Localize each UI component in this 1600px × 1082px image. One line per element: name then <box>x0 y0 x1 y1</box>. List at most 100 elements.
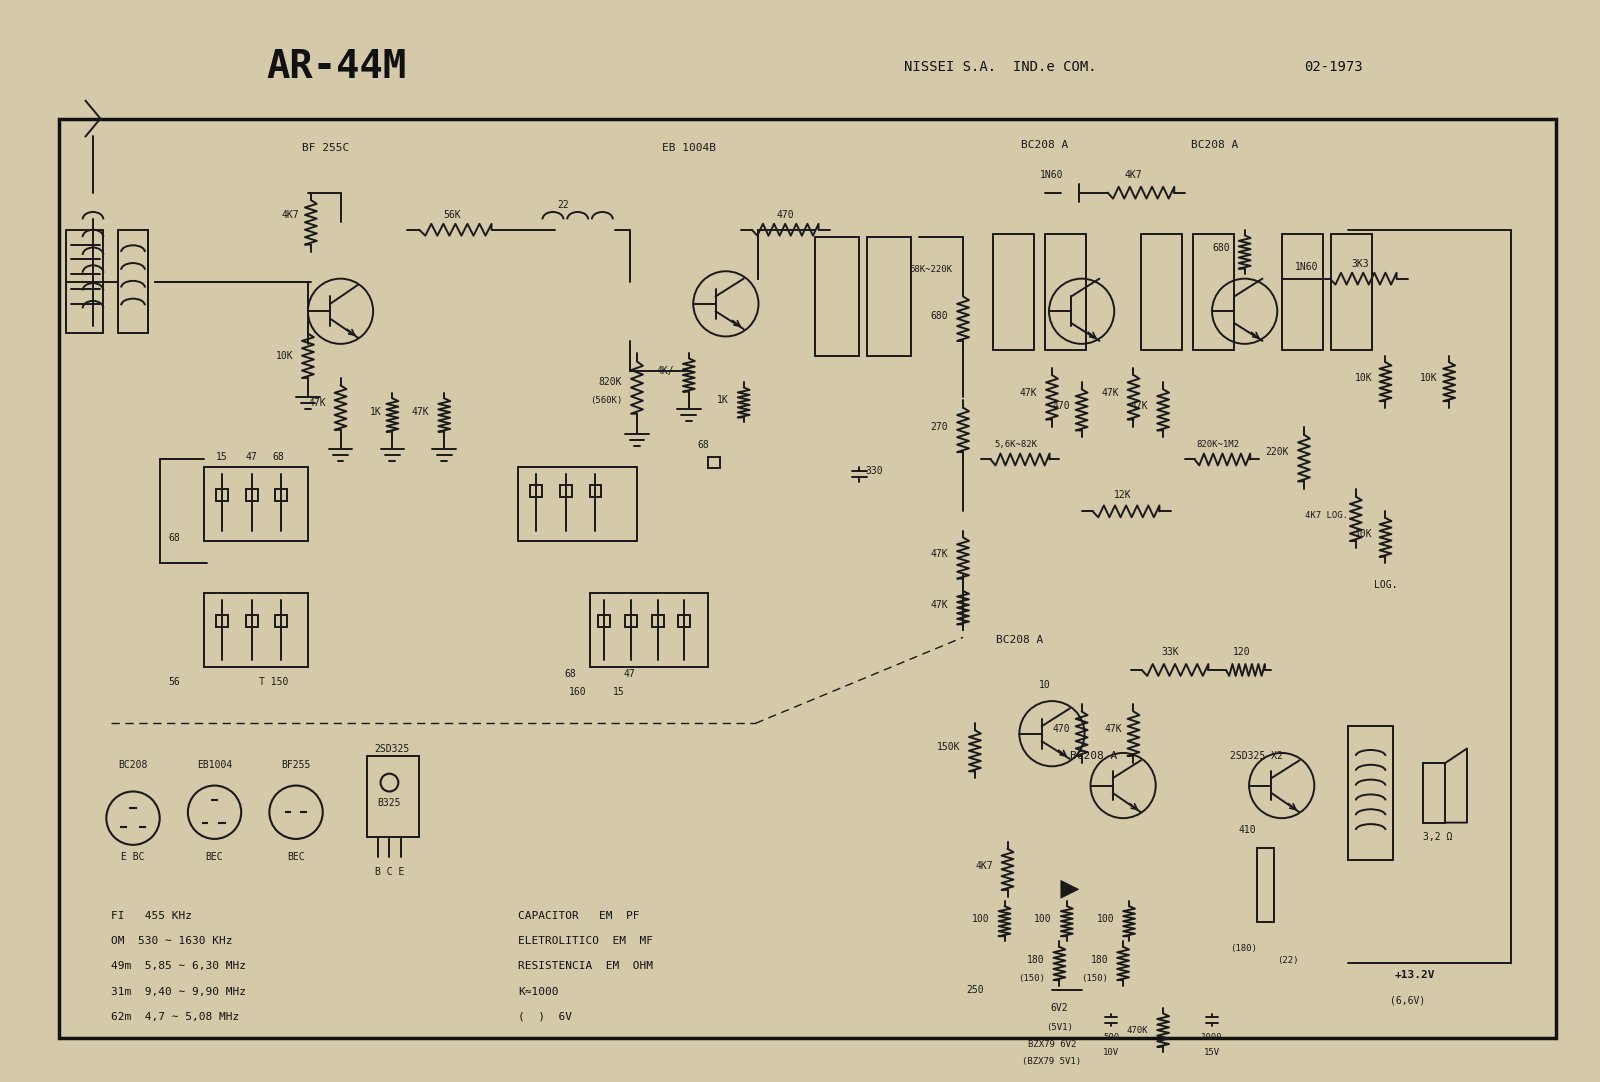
Text: BZX79 6V2: BZX79 6V2 <box>1027 1041 1077 1050</box>
Text: 820K: 820K <box>598 378 622 387</box>
Text: 10K: 10K <box>275 351 293 360</box>
Bar <box>518 467 637 541</box>
Text: 47K: 47K <box>1131 401 1149 411</box>
Text: B C E: B C E <box>374 867 405 876</box>
Bar <box>626 615 637 626</box>
Text: 410: 410 <box>1238 826 1256 835</box>
Text: 160: 160 <box>570 687 587 697</box>
Text: 10K: 10K <box>1419 373 1437 383</box>
Text: (560K): (560K) <box>590 396 622 405</box>
Text: 68: 68 <box>272 451 285 462</box>
Text: 47K: 47K <box>1101 387 1118 398</box>
Text: (BZX79 5V1): (BZX79 5V1) <box>1022 1057 1082 1066</box>
Text: 68K~220K: 68K~220K <box>909 265 952 274</box>
Bar <box>275 489 286 501</box>
Bar <box>530 485 542 497</box>
Bar <box>1045 234 1086 349</box>
Text: 47: 47 <box>624 670 635 679</box>
Bar <box>205 467 307 541</box>
Text: (150): (150) <box>1018 974 1045 982</box>
Bar <box>275 615 286 626</box>
Text: 1N60: 1N60 <box>1040 170 1064 180</box>
Text: 31m  9,40 ∼ 9,90 MHz: 31m 9,40 ∼ 9,90 MHz <box>110 987 246 997</box>
Text: K≈1000: K≈1000 <box>518 987 558 997</box>
Bar <box>709 457 720 469</box>
Bar <box>1282 234 1323 349</box>
Bar <box>589 593 709 667</box>
Text: BEC: BEC <box>288 852 306 861</box>
Bar <box>651 615 664 626</box>
Text: NISSEI S.A.  IND.e COM.: NISSEI S.A. IND.e COM. <box>904 60 1096 74</box>
Text: (  )  6V: ( ) 6V <box>518 1012 573 1021</box>
Text: +13.2V: +13.2V <box>1395 971 1435 980</box>
Text: 1N60: 1N60 <box>1294 262 1318 272</box>
Text: 47K: 47K <box>1019 387 1037 398</box>
Text: 47K: 47K <box>931 550 949 559</box>
Text: 5,6K~82K: 5,6K~82K <box>995 440 1038 449</box>
Text: 68: 68 <box>565 670 576 679</box>
Bar <box>1349 726 1394 860</box>
Text: 820K~1M2: 820K~1M2 <box>1197 440 1240 449</box>
Text: 47K: 47K <box>1104 724 1122 735</box>
Text: (5V1): (5V1) <box>1046 1022 1074 1031</box>
Text: 3K3: 3K3 <box>1352 259 1370 268</box>
Text: 330: 330 <box>866 466 883 476</box>
Text: 22: 22 <box>557 199 568 210</box>
Text: 4K7: 4K7 <box>974 860 992 871</box>
Text: 4K7: 4K7 <box>282 210 299 220</box>
Bar <box>867 237 910 356</box>
Text: 150K: 150K <box>936 742 960 752</box>
Bar <box>216 615 227 626</box>
Bar <box>1331 234 1373 349</box>
Text: 4K7: 4K7 <box>1125 170 1142 180</box>
Bar <box>66 229 104 333</box>
Text: 250: 250 <box>966 985 984 995</box>
Bar <box>246 489 258 501</box>
Text: 56K: 56K <box>443 210 461 220</box>
Text: BC208 A: BC208 A <box>1070 751 1117 761</box>
Text: 2SD325 X2: 2SD325 X2 <box>1230 751 1283 761</box>
Text: E BC: E BC <box>122 852 144 861</box>
Bar <box>59 119 1555 1038</box>
Text: 500: 500 <box>1102 1033 1120 1042</box>
Text: 270: 270 <box>931 422 949 432</box>
Text: BC208: BC208 <box>118 760 147 769</box>
Text: FI   455 KHz: FI 455 KHz <box>110 911 192 921</box>
Text: 4K7 LOG.: 4K7 LOG. <box>1306 512 1349 520</box>
Bar <box>118 229 147 333</box>
Text: 470K: 470K <box>1126 1026 1149 1034</box>
Text: (22): (22) <box>1277 956 1299 965</box>
Text: (6,6V): (6,6V) <box>1390 995 1426 1005</box>
Bar <box>1422 763 1445 822</box>
Text: 47K: 47K <box>931 599 949 610</box>
Text: 180: 180 <box>1027 955 1045 965</box>
Text: 47K: 47K <box>309 398 326 408</box>
Text: 68: 68 <box>168 533 181 543</box>
Text: 15: 15 <box>216 451 227 462</box>
Text: 02-1973: 02-1973 <box>1304 60 1363 74</box>
Text: 220K: 220K <box>1266 447 1290 457</box>
Text: 1000: 1000 <box>1202 1033 1222 1042</box>
Text: 100: 100 <box>1096 914 1114 924</box>
Bar <box>1256 848 1274 922</box>
Text: LOG.: LOG. <box>1374 580 1397 591</box>
Text: 10: 10 <box>1038 679 1051 689</box>
Text: 6V2: 6V2 <box>1051 1003 1069 1013</box>
Text: BEC: BEC <box>206 852 224 861</box>
Text: 62m  4,7 ∼ 5,08 MHz: 62m 4,7 ∼ 5,08 MHz <box>110 1012 238 1021</box>
Bar <box>246 615 258 626</box>
Bar <box>678 615 690 626</box>
Text: OM  530 ∼ 1630 KHz: OM 530 ∼ 1630 KHz <box>110 936 232 946</box>
Text: 15V: 15V <box>1203 1047 1221 1057</box>
Text: 470: 470 <box>1053 401 1070 411</box>
Text: (180): (180) <box>1230 945 1256 953</box>
Text: RESISTENCIA  EM  OHM: RESISTENCIA EM OHM <box>518 962 653 972</box>
Text: EB1004: EB1004 <box>197 760 232 769</box>
Text: ELETROLITICO  EM  MF: ELETROLITICO EM MF <box>518 936 653 946</box>
Text: AR-44M: AR-44M <box>267 48 406 85</box>
Text: T 150: T 150 <box>259 677 288 687</box>
Bar <box>589 485 602 497</box>
Text: BC208 A: BC208 A <box>995 635 1043 645</box>
Text: B325: B325 <box>378 799 402 808</box>
Text: 470: 470 <box>776 210 794 220</box>
